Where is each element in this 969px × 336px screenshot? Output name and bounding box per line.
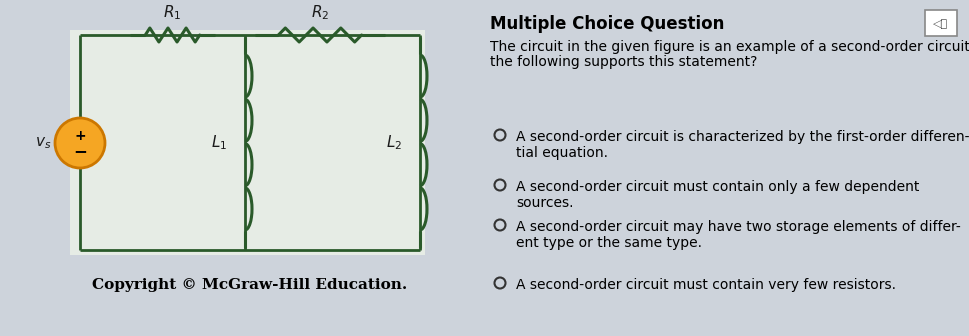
Text: $R_2$: $R_2$	[310, 3, 328, 22]
FancyBboxPatch shape	[70, 30, 424, 255]
Text: $L_2$: $L_2$	[386, 133, 401, 152]
Text: ◁⧸: ◁⧸	[932, 19, 948, 29]
Text: ent type or the same type.: ent type or the same type.	[516, 236, 702, 250]
Circle shape	[55, 118, 105, 168]
Text: −: −	[73, 142, 87, 160]
Text: sources.: sources.	[516, 196, 573, 210]
Text: A second-order circuit may have two storage elements of differ-: A second-order circuit may have two stor…	[516, 220, 959, 234]
Text: The circuit in the given figure is an example of a second-order circuit. Which o: The circuit in the given figure is an ex…	[489, 40, 969, 54]
Text: A second-order circuit must contain very few resistors.: A second-order circuit must contain very…	[516, 278, 895, 292]
Text: $v_s$: $v_s$	[35, 135, 51, 151]
Text: +: +	[74, 129, 85, 143]
Text: the following supports this statement?: the following supports this statement?	[489, 55, 757, 69]
Text: Copyright © McGraw-Hill Education.: Copyright © McGraw-Hill Education.	[92, 278, 407, 292]
Text: A second-order circuit must contain only a few dependent: A second-order circuit must contain only…	[516, 180, 919, 194]
Text: A second-order circuit is characterized by the first-order differen-: A second-order circuit is characterized …	[516, 130, 968, 144]
Text: $L_1$: $L_1$	[210, 133, 227, 152]
Text: $R_1$: $R_1$	[163, 3, 181, 22]
Text: tial equation.: tial equation.	[516, 146, 608, 160]
Text: Multiple Choice Question: Multiple Choice Question	[489, 15, 724, 33]
FancyBboxPatch shape	[924, 10, 956, 36]
